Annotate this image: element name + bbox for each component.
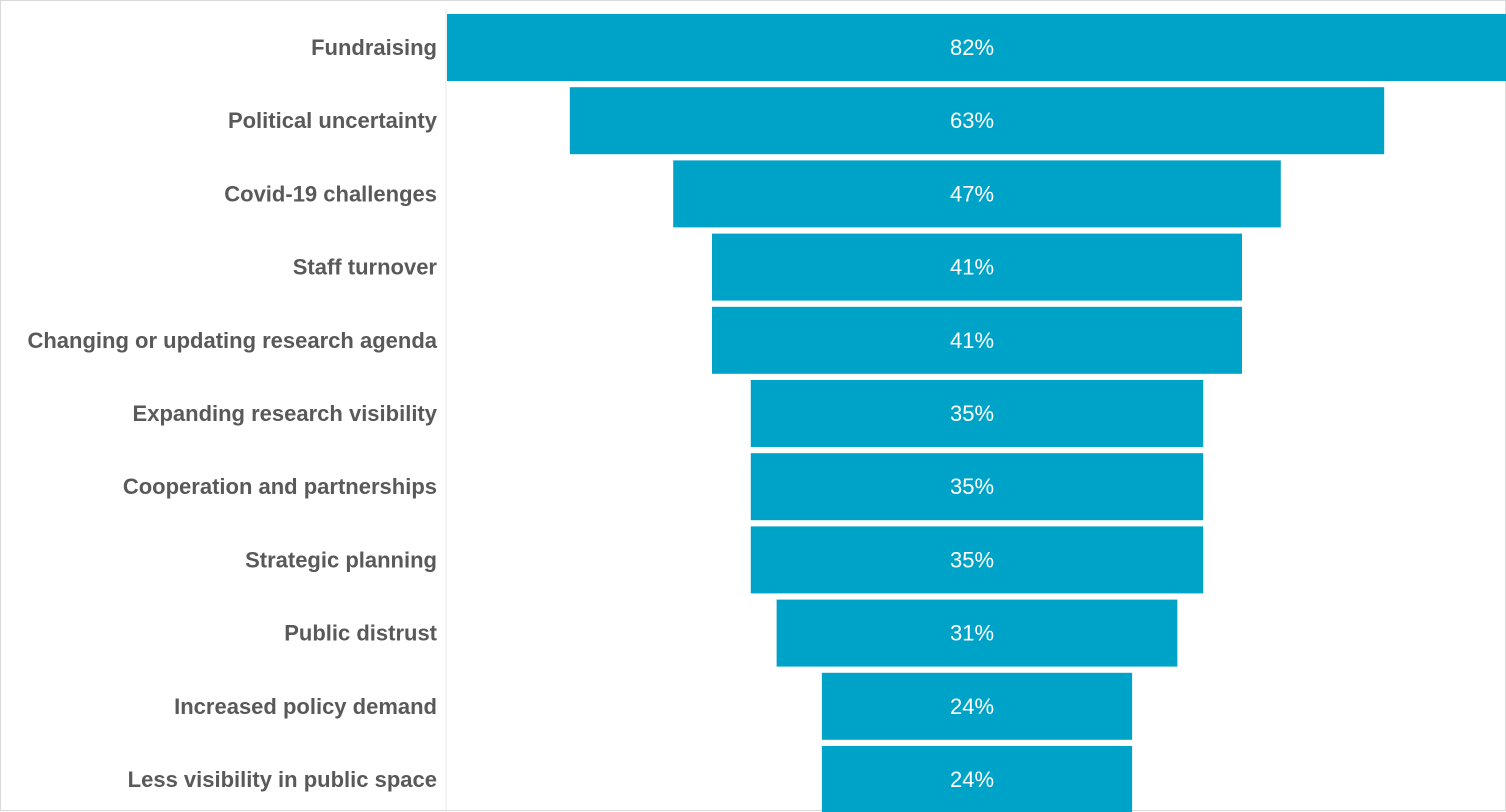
value-label: 35%	[950, 474, 994, 499]
category-label: Covid-19 challenges	[224, 181, 437, 206]
category-label: Less visibility in public space	[128, 767, 437, 792]
bar-expanding-research-visibility	[750, 380, 1204, 447]
value-label: 47%	[950, 181, 994, 206]
value-label: 24%	[950, 694, 994, 719]
category-label: Public distrust	[284, 621, 437, 646]
value-label: 82%	[950, 35, 994, 60]
value-label: 35%	[950, 401, 994, 426]
bar-staff-turnover	[712, 233, 1242, 301]
value-label: 31%	[950, 621, 994, 646]
bar-strategic-planning	[750, 526, 1204, 594]
value-label: 35%	[950, 547, 994, 572]
category-label: Strategic planning	[245, 547, 437, 572]
bar-cooperation-and-partnerships	[750, 453, 1204, 521]
bar-changing-or-updating-research-agenda	[712, 306, 1242, 374]
value-label: 41%	[950, 255, 994, 280]
category-label: Political uncertainty	[228, 108, 438, 133]
bar-public-distrust	[776, 599, 1178, 667]
value-label: 24%	[950, 767, 994, 792]
bar-political-uncertainty	[569, 87, 1385, 155]
bar-covid-19-challenges	[673, 160, 1281, 228]
value-label: 41%	[950, 328, 994, 353]
category-label: Cooperation and partnerships	[123, 474, 437, 499]
category-label: Increased policy demand	[174, 694, 437, 719]
category-label: Staff turnover	[293, 255, 438, 280]
category-label: Changing or updating research agenda	[27, 328, 437, 353]
category-label: Fundraising	[311, 35, 437, 60]
bar-increased-policy-demand	[821, 672, 1133, 740]
value-label: 63%	[950, 108, 994, 133]
bar-less-visibility-in-public-space	[821, 746, 1133, 812]
bar-fundraising	[447, 14, 1506, 81]
category-label: Expanding research visibility	[133, 401, 438, 426]
